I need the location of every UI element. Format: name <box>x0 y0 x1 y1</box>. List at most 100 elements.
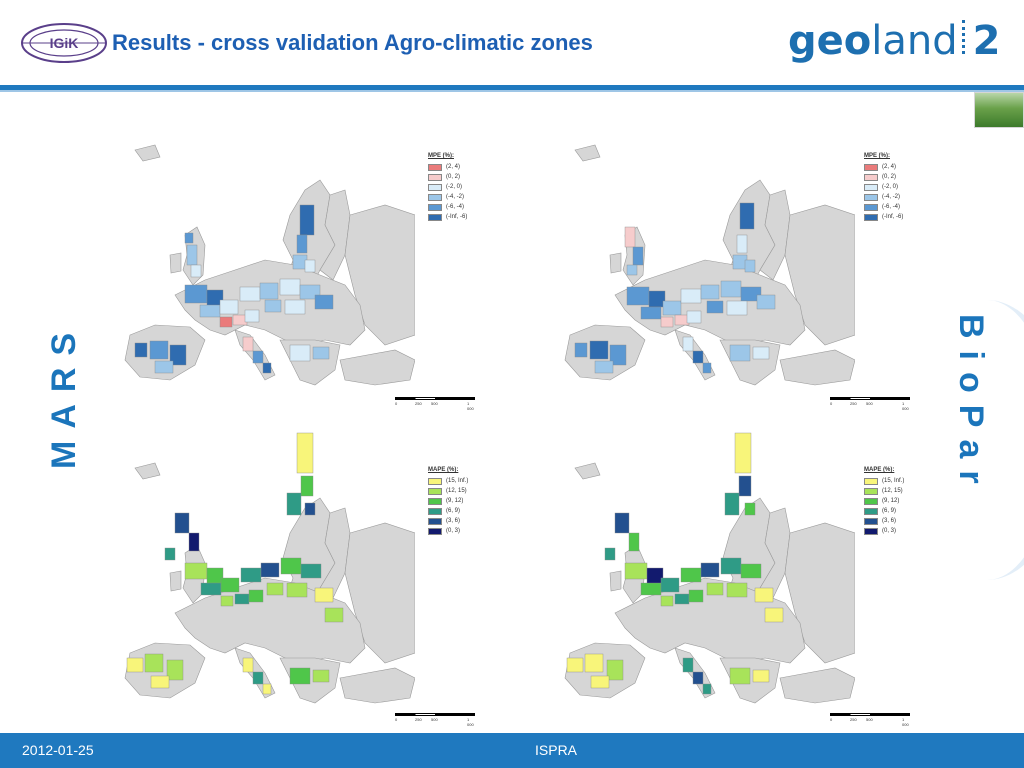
zone-region <box>149 340 169 360</box>
zone-region <box>284 299 306 315</box>
zone-region <box>304 259 316 273</box>
zone-region <box>134 342 148 358</box>
scalebar-label: 1 000 <box>467 401 474 411</box>
zone-region <box>594 360 614 374</box>
land-outline <box>609 252 622 274</box>
geoland-logo-part1: geo <box>788 18 872 64</box>
zone-region <box>300 563 322 579</box>
zone-region <box>242 657 254 673</box>
legend-label: (15, Inf.) <box>882 478 905 484</box>
zone-region <box>706 582 724 596</box>
legend-swatch <box>864 173 878 181</box>
zone-region <box>606 659 624 681</box>
legend-swatch <box>428 193 442 201</box>
scalebar: 0 250 500 1 000 <box>830 397 910 411</box>
zone-region <box>764 607 784 623</box>
zone-region <box>706 300 724 314</box>
zone-region <box>184 232 194 244</box>
scalebar-label: 0 <box>830 717 833 722</box>
zone-region <box>289 667 311 685</box>
legend-row: (9, 12) <box>864 496 904 506</box>
legend-swatch <box>864 213 878 221</box>
zone-region <box>589 340 609 360</box>
scalebar-bar <box>830 397 910 400</box>
legend-title: MPE (%): <box>428 153 454 159</box>
zone-region <box>686 310 702 324</box>
zone-region <box>726 300 748 316</box>
zone-region <box>628 532 640 552</box>
legend-row: (6, 9) <box>428 506 468 516</box>
zone-region <box>702 362 712 374</box>
zone-region <box>632 246 644 266</box>
forest-thumbnail <box>974 92 1024 128</box>
legend-row: (0, 3) <box>428 526 468 536</box>
legend-row: (0, 3) <box>864 526 904 536</box>
zone-region <box>286 492 302 516</box>
legend-row: (2, 4) <box>428 162 467 172</box>
legend-row: (3, 6) <box>864 516 904 526</box>
zone-region <box>296 432 314 474</box>
scalebar-label: 0 <box>830 401 833 406</box>
zone-region <box>200 582 222 596</box>
legend-row: (0, 2) <box>864 172 903 182</box>
zone-region <box>252 350 264 364</box>
legend-label: (0, 3) <box>882 528 897 534</box>
scalebar-label: 500 <box>866 717 873 722</box>
legend-mpe-biopar: MPE (%): (2, 4) (0, 2) (-2, 0) (-4, -2) (-6,… <box>864 153 903 222</box>
legend-swatch <box>428 517 442 525</box>
zone-region <box>662 300 682 316</box>
land-outline <box>339 349 415 386</box>
zone-region <box>736 234 748 254</box>
zone-region <box>150 675 170 689</box>
header-rule <box>0 85 1024 90</box>
legend-label: (0, 2) <box>446 174 461 180</box>
zone-region <box>702 683 712 695</box>
zone-region <box>752 346 770 360</box>
legend-row: (12, 15) <box>428 486 468 496</box>
scalebar-label: 0 <box>395 401 398 406</box>
zone-region <box>164 547 176 561</box>
geoland-logo-part2: land <box>871 18 958 64</box>
map-biopar-mape <box>564 432 855 704</box>
legend-label: (6, 9) <box>882 508 897 514</box>
scalebar-label: 500 <box>431 717 438 722</box>
zone-region <box>296 234 308 254</box>
zone-region <box>754 587 774 603</box>
legend-label: (0, 3) <box>446 528 461 534</box>
zone-region <box>720 557 742 575</box>
zone-region <box>624 226 636 248</box>
legend-swatch <box>428 497 442 505</box>
legend-mape-biopar: MAPE (%): (15, Inf.) (12, 15) (9, 12) (6, 9… <box>864 467 904 536</box>
zone-region <box>734 432 752 474</box>
zone-region <box>682 657 694 673</box>
zone-region <box>234 593 250 605</box>
land-outline <box>134 462 161 480</box>
legend-row: (-4, -2) <box>428 192 467 202</box>
zone-region <box>300 475 314 497</box>
legend-label: (12, 15) <box>882 488 903 494</box>
land-outline <box>779 349 855 386</box>
zone-region <box>260 562 280 578</box>
legend-label: (3, 6) <box>446 518 461 524</box>
zone-region <box>262 683 272 695</box>
zone-region <box>584 653 604 673</box>
zone-region <box>590 675 610 689</box>
legend-row: (-6, -4) <box>428 202 467 212</box>
legend-swatch <box>428 183 442 191</box>
zone-region <box>626 286 650 306</box>
legend-swatch <box>428 477 442 485</box>
zone-region <box>219 299 239 315</box>
legend-label: (-2, 0) <box>446 184 463 190</box>
zone-region <box>726 582 748 598</box>
zone-region <box>700 562 720 578</box>
zone-region <box>220 577 240 593</box>
legend-label: (-4, -2) <box>446 194 464 200</box>
legend-row: (-4, -2) <box>864 192 903 202</box>
legend-swatch <box>864 163 878 171</box>
land-outline <box>339 667 415 704</box>
legend-label: (-Inf, -6) <box>882 214 904 220</box>
land-outline <box>344 204 415 346</box>
zone-region <box>264 299 282 313</box>
zone-region <box>199 304 221 318</box>
legend-row: (6, 9) <box>864 506 904 516</box>
